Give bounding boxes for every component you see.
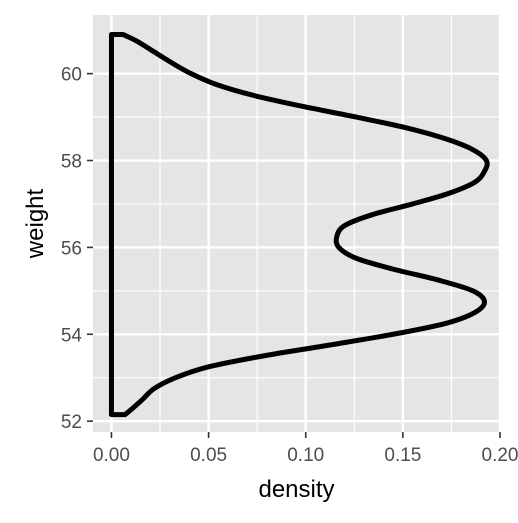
y-tick-label: 52 bbox=[61, 412, 82, 433]
y-tick-label: 60 bbox=[61, 65, 82, 86]
plot-panel bbox=[93, 15, 500, 432]
x-tick-label: 0.15 bbox=[384, 445, 421, 466]
x-axis-title: density bbox=[258, 476, 334, 503]
y-axis-title: weight bbox=[22, 188, 49, 259]
y-tick-label: 58 bbox=[61, 152, 82, 173]
x-tick-label: 0.10 bbox=[287, 445, 324, 466]
x-tick-label: 0.20 bbox=[482, 445, 518, 466]
y-axis: 52 54 56 58 60 bbox=[61, 65, 93, 434]
x-axis: 0.00 0.05 0.10 0.15 0.20 bbox=[93, 432, 518, 466]
x-tick-label: 0.05 bbox=[190, 445, 227, 466]
x-tick-label: 0.00 bbox=[93, 445, 130, 466]
y-tick-label: 56 bbox=[61, 238, 82, 259]
y-tick-label: 54 bbox=[61, 325, 83, 346]
